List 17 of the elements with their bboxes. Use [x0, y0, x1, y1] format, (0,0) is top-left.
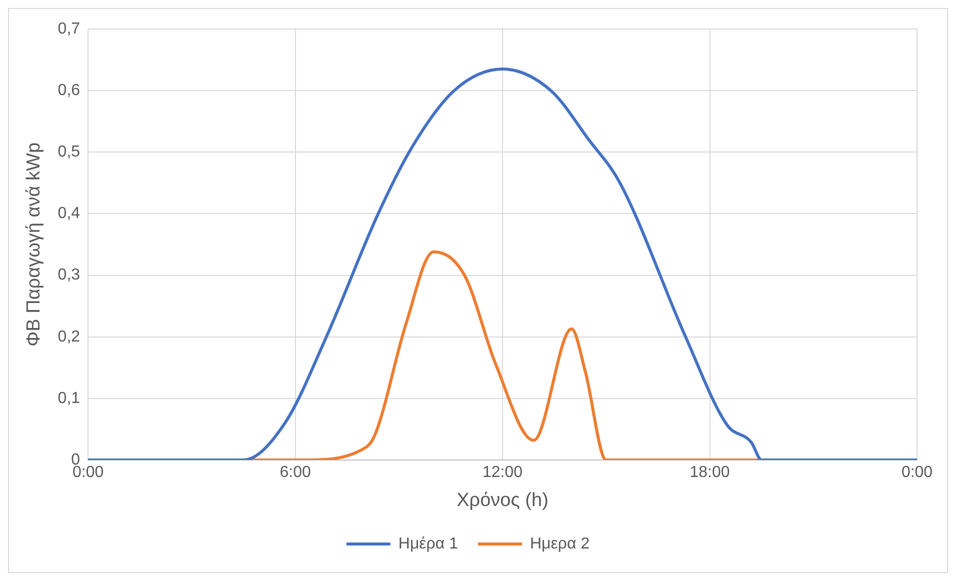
x-tick-label: 6:00: [280, 464, 311, 482]
y-tick-label: 0,7: [58, 20, 80, 38]
legend-label: Ημερα 2: [530, 535, 590, 552]
y-axis-title: ΦΒ Παραγωγή ανά kWp: [24, 142, 45, 347]
y-tick-label: 0,5: [58, 144, 80, 161]
legend-label: Ημέρα 1: [398, 535, 458, 552]
x-tick-label: 0:00: [901, 464, 933, 482]
x-axis-title: Χρόνος (h): [456, 490, 548, 511]
x-tick-label: 12:00: [482, 464, 523, 482]
y-tick-label: 0,2: [58, 328, 80, 346]
y-tick-label: 0,4: [58, 205, 80, 222]
y-tick-label: 0,3: [58, 266, 80, 284]
x-tick-label: 18:00: [690, 464, 730, 482]
y-tick-label: 0,6: [58, 82, 80, 99]
y-tick-label: 0,1: [58, 390, 80, 407]
x-tick-label: 0:00: [72, 464, 104, 482]
line-series: [88, 68, 917, 460]
